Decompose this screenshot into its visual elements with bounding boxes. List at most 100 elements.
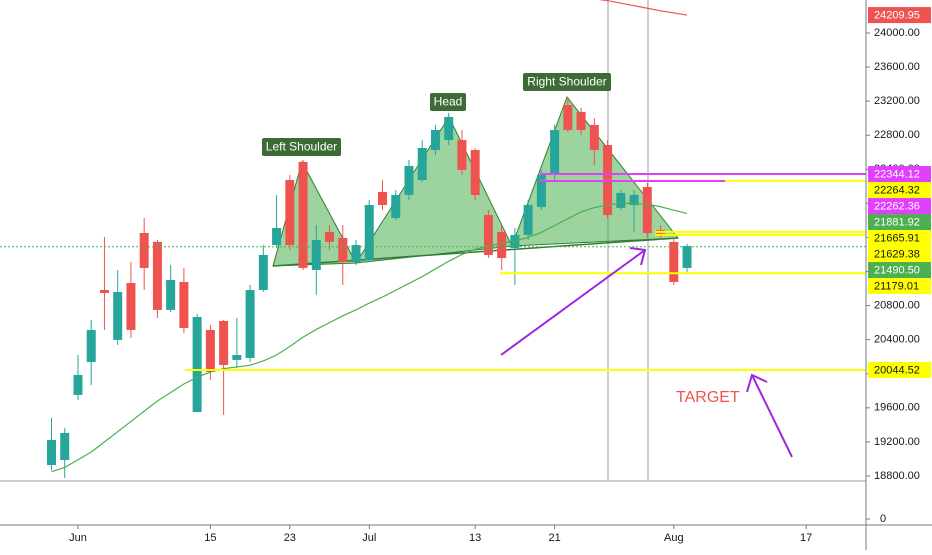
- price-label-box: [868, 361, 931, 378]
- price-label-box: [868, 262, 931, 279]
- candle-body: [536, 174, 546, 208]
- arrow: [751, 374, 793, 458]
- y-tick-label: 20400.00: [874, 334, 920, 346]
- arrow-head: [746, 373, 768, 393]
- candle-body: [616, 192, 626, 208]
- arrow-head: [629, 247, 647, 266]
- target-label: TARGET: [676, 389, 740, 406]
- candle-body: [179, 281, 189, 328]
- y-tick-label: 23600.00: [874, 61, 920, 73]
- candle-body: [391, 195, 401, 219]
- price-label: 21179.01: [874, 280, 919, 292]
- y-tick-label: 19600.00: [874, 402, 920, 414]
- candle-body: [311, 239, 321, 270]
- price-label: 20044.52: [874, 364, 920, 376]
- price-label-box: [868, 7, 931, 24]
- y2-tick-label: 0: [880, 513, 886, 525]
- price-label: 21490.50: [874, 264, 920, 276]
- candle-body: [338, 237, 348, 262]
- candle-body: [669, 241, 679, 282]
- candle-body: [378, 191, 387, 205]
- price-labels: 24209.95 22344.12 22264.32 22262.36 21881.92…: [868, 7, 931, 378]
- candle-body: [576, 111, 586, 131]
- candle-body: [47, 439, 56, 465]
- price-label-box: [868, 278, 931, 295]
- moving-average: [598, 0, 688, 16]
- candle-body: [444, 116, 454, 140]
- price-label: 21881.92: [874, 216, 920, 228]
- candle-body: [550, 130, 560, 175]
- x-tick-label: Jun: [69, 532, 87, 544]
- y-tick-label: 19200.00: [874, 436, 920, 448]
- overlays: [51, 0, 688, 473]
- price-label-box: [868, 230, 931, 247]
- candle-body: [589, 124, 599, 151]
- candle-body: [497, 231, 507, 258]
- y-tick-label: 23200.00: [874, 95, 920, 107]
- y-tick-label: 18800.00: [874, 470, 920, 482]
- candle-body: [60, 432, 70, 460]
- price-label: 22262.36: [874, 200, 920, 212]
- candles: [47, 96, 692, 478]
- price-label: 24209.95: [874, 9, 920, 21]
- candle-body: [285, 180, 295, 246]
- candle-body: [642, 186, 652, 234]
- candle-body: [166, 279, 176, 310]
- annotation: Head: [434, 95, 463, 109]
- price-label: 21665.91: [874, 232, 920, 244]
- x-tick-label: 15: [204, 532, 216, 544]
- candle-body: [272, 227, 282, 246]
- candle-body: [113, 291, 123, 340]
- candle-body: [126, 283, 136, 330]
- candle-body: [404, 165, 414, 196]
- price-label-box: [868, 214, 931, 231]
- price-label-box: [868, 198, 931, 215]
- x-tick-label: 17: [800, 532, 812, 544]
- candle-body: [682, 245, 692, 268]
- candle-body: [325, 231, 335, 242]
- annotation: Left Shoulder: [266, 140, 337, 154]
- candle-body: [73, 374, 83, 395]
- x-tick-label: 23: [284, 532, 296, 544]
- axis: 24000.0023600.0023200.0022800.0022400.00…: [69, 27, 920, 544]
- candle-body: [219, 321, 229, 365]
- candle-body: [351, 245, 361, 262]
- candle-body: [523, 204, 533, 235]
- candle-body: [192, 317, 202, 412]
- x-tick-label: 13: [469, 532, 481, 544]
- moving-average: [51, 202, 688, 473]
- candle-body: [298, 161, 308, 268]
- candle-body: [232, 354, 242, 360]
- x-tick-label: Jul: [362, 532, 376, 544]
- candle-body: [510, 234, 520, 248]
- price-label: 22264.32: [874, 184, 920, 196]
- y-tick-label: 20800.00: [874, 299, 920, 311]
- price-label-box: [868, 246, 931, 263]
- label-box: [262, 138, 341, 156]
- price-label-box: [868, 182, 931, 199]
- candle-body: [483, 215, 493, 255]
- hs-pattern: [272, 95, 679, 267]
- price-lines: [0, 173, 866, 371]
- candle-body: [364, 204, 374, 260]
- candle-body: [629, 195, 639, 205]
- candle-body: [563, 104, 573, 131]
- candle-body: [417, 147, 427, 181]
- x-tick-label: 21: [548, 532, 560, 544]
- candle-body: [205, 329, 215, 372]
- candle-body: [99, 289, 109, 293]
- candle-body: [430, 130, 440, 151]
- arrow: [500, 249, 646, 356]
- annotation: Right Shoulder: [527, 75, 606, 89]
- x-tick-label: Aug: [664, 532, 684, 544]
- candle-body: [86, 329, 96, 362]
- candle-body: [152, 241, 162, 310]
- label-box: [430, 93, 466, 111]
- y-tick-label: 22800.00: [874, 129, 920, 141]
- price-label: 22344.12: [874, 168, 920, 180]
- candle-body: [139, 233, 149, 268]
- y-tick-label: 24000.00: [874, 27, 920, 39]
- arrows: [500, 247, 793, 458]
